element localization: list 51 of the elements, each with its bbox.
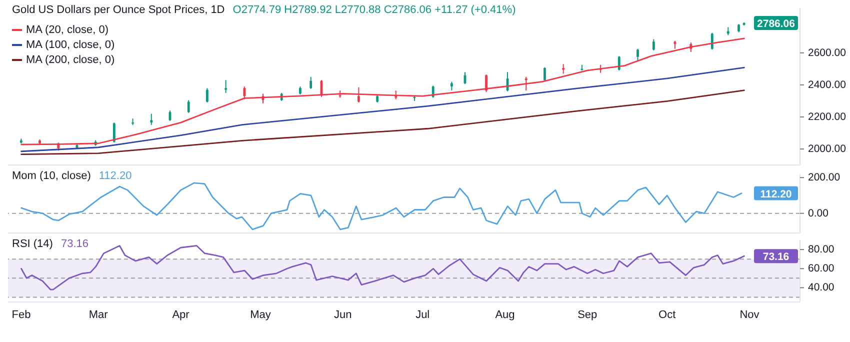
candlestick xyxy=(485,74,488,93)
annotation: 2786.06 xyxy=(757,18,796,30)
chart-title: RSI (14) xyxy=(12,238,53,250)
x-tick-label: Jul xyxy=(416,308,430,321)
chart-title: Gold US Dollars per Ounce Spot Prices, 1D xyxy=(12,4,225,16)
candlestick xyxy=(432,85,434,98)
x-tick-label: Nov xyxy=(740,308,760,321)
line-series xyxy=(20,182,742,230)
line-series xyxy=(20,66,745,152)
x-tick-label: Sep xyxy=(578,308,598,321)
annotation: 112.20 xyxy=(760,188,792,200)
x-tick-label: Aug xyxy=(495,308,515,321)
candlestick xyxy=(357,86,360,104)
y-tick-label: 2600.00 xyxy=(808,46,846,59)
legend-label: MA (200, close, 0) xyxy=(26,54,115,66)
y-tick-label: 40.00 xyxy=(808,282,834,294)
y-tick-label: 2000.00 xyxy=(808,142,846,155)
line-series xyxy=(20,90,745,155)
x-tick-label: Jun xyxy=(334,308,352,321)
candlestick xyxy=(710,32,714,50)
legend-label: MA (100, close, 0) xyxy=(26,38,115,50)
y-tick-label: 80.00 xyxy=(808,244,834,256)
y-tick-label: 60.00 xyxy=(808,262,834,275)
y-tick-label: 2200.00 xyxy=(808,110,846,123)
candlestick xyxy=(187,100,190,114)
annotation: 73.16 xyxy=(60,238,88,250)
candlestick xyxy=(544,66,546,82)
candlestick xyxy=(243,86,246,100)
candlestick xyxy=(206,88,208,104)
x-tick-label: May xyxy=(250,308,272,321)
x-tick-label: Mar xyxy=(88,308,108,321)
y-tick-label: 0.00 xyxy=(808,207,829,220)
candlestick xyxy=(112,122,116,144)
candlestick xyxy=(310,76,312,90)
legend-label: MA (20, close, 0) xyxy=(26,24,109,36)
candlestick xyxy=(524,76,528,92)
candlestick xyxy=(224,80,227,94)
candlestick xyxy=(636,48,639,62)
x-tick-label: Feb xyxy=(12,308,31,321)
candlestick xyxy=(150,113,153,126)
candlestick xyxy=(562,64,565,74)
y-tick-label: 200.00 xyxy=(808,172,840,184)
annotation: 73.16 xyxy=(762,251,790,264)
candlestick xyxy=(652,38,655,51)
chart-subtitle: O2774.79 H2789.92 L2770.88 C2786.06 +11.27 (+0.41%) xyxy=(232,4,516,16)
candlestick xyxy=(618,56,620,71)
y-tick-label: 2400.00 xyxy=(808,78,846,91)
chart-title: Mom (10, close) xyxy=(12,170,91,182)
x-tick-label: Apr xyxy=(172,308,190,321)
annotation: 112.20 xyxy=(98,170,132,182)
x-tick-label: Oct xyxy=(658,308,676,321)
